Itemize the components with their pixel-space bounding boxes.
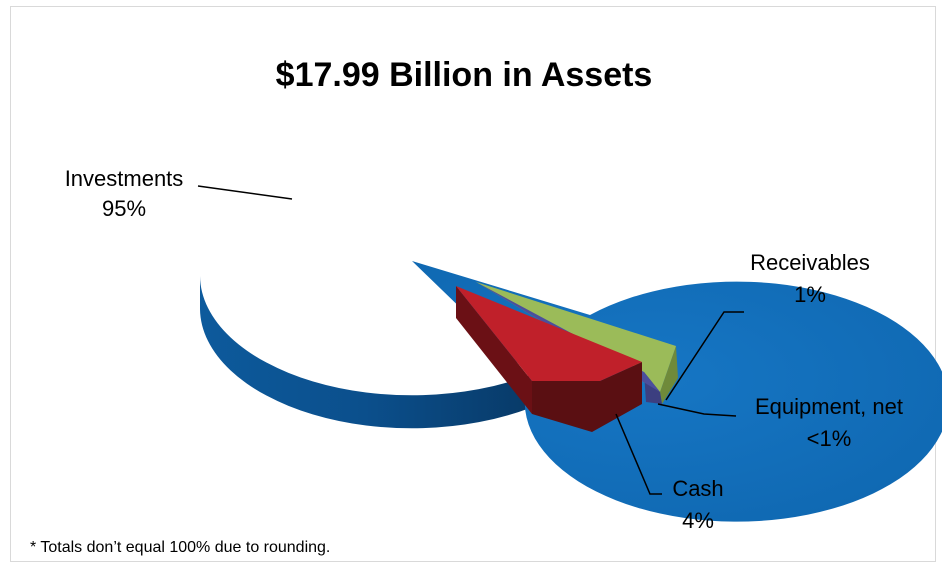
footnote: * Totals don’t equal 100% due to roundin… bbox=[30, 539, 330, 556]
label-equipment-percent: <1% bbox=[807, 426, 852, 451]
slice-cash bbox=[456, 286, 642, 432]
slice-cash-top bbox=[456, 286, 642, 381]
label-cash-name: Cash bbox=[672, 476, 723, 501]
label-receivables-name: Receivables bbox=[750, 250, 870, 275]
leader-line-cash bbox=[615, 413, 662, 495]
label-investments-name: Investments bbox=[65, 166, 184, 191]
slice-cash-inner-face bbox=[456, 286, 532, 414]
leader-line-investments bbox=[197, 185, 293, 200]
leader-line-receivables bbox=[665, 311, 744, 401]
slice-receivables-side bbox=[660, 346, 678, 404]
slice-cash-side bbox=[532, 362, 642, 432]
leader-line-equipment bbox=[657, 403, 737, 417]
chart-title: $17.99 Billion in Assets bbox=[276, 56, 653, 94]
label-receivables-percent: 1% bbox=[794, 282, 826, 307]
label-investments-percent: 95% bbox=[102, 196, 146, 221]
label-equipment-name: Equipment, net bbox=[755, 394, 903, 419]
slice-investments-side bbox=[200, 276, 530, 429]
label-cash-percent: 4% bbox=[682, 508, 714, 533]
